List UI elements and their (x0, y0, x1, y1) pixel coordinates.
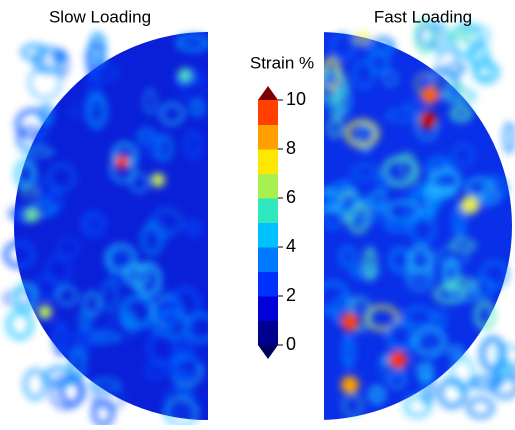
strain-blob (469, 399, 493, 417)
colorbar-over (258, 86, 278, 100)
panel-label: Slow Loading (49, 7, 151, 26)
colorbar-tick-label: 8 (286, 138, 296, 158)
colorbar-band (258, 149, 278, 174)
panel-label: Fast Loading (374, 7, 472, 26)
colorbar-tick-label: 4 (286, 236, 296, 256)
strain-blob (476, 63, 497, 81)
colorbar-band (258, 296, 278, 321)
colorbar: 0 2 4 6 8 10 (258, 86, 306, 359)
colorbar-tick-label: 10 (286, 89, 306, 109)
colorbar-tick-label: 6 (286, 187, 296, 207)
colorbar-band (258, 321, 278, 346)
colorbar-title: Strain % (250, 53, 314, 72)
figure: Slow Loading Fast Loading Strain % 0 2 4 6 8… (0, 0, 515, 425)
strain-blob (419, 26, 439, 46)
strain-blob (505, 124, 514, 152)
colorbar-band (258, 272, 278, 297)
hotspot (419, 111, 437, 129)
colorbar-band (258, 198, 278, 223)
colorbar-band (258, 100, 278, 125)
strain-blob (440, 380, 465, 406)
hotspot (421, 86, 439, 104)
hotspot (389, 351, 407, 369)
hotspot (151, 173, 165, 187)
hotspot (115, 155, 129, 169)
colorbar-band (258, 247, 278, 272)
hotspot (341, 376, 359, 394)
hotspot (341, 313, 359, 331)
hotspot (461, 196, 479, 214)
strain-blob (25, 371, 45, 399)
strain-blob (471, 378, 501, 387)
colorbar-band (258, 223, 278, 248)
strain-blob (406, 397, 430, 416)
hotspot (38, 305, 52, 319)
colorbar-band (258, 174, 278, 199)
hotspot (178, 68, 192, 82)
colorbar-under (258, 345, 278, 359)
strain-blob (482, 339, 503, 370)
colorbar-band (258, 125, 278, 150)
hotspot (25, 208, 39, 222)
strain-blob (9, 312, 31, 337)
colorbar-tick-label: 0 (286, 334, 296, 354)
colorbar-tick-label: 2 (286, 285, 296, 305)
